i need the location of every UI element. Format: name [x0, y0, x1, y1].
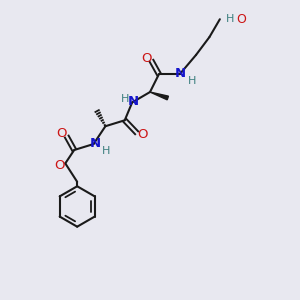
- Text: O: O: [141, 52, 152, 65]
- Text: O: O: [56, 127, 67, 140]
- Text: N: N: [89, 137, 100, 150]
- Text: N: N: [175, 67, 186, 80]
- Text: N: N: [128, 95, 139, 108]
- Polygon shape: [150, 92, 168, 100]
- Text: H: H: [121, 94, 129, 104]
- Text: H: H: [102, 146, 110, 156]
- Text: O: O: [55, 159, 65, 172]
- Text: H: H: [226, 14, 234, 24]
- Text: O: O: [236, 13, 246, 26]
- Text: O: O: [137, 128, 148, 141]
- Text: H: H: [188, 76, 196, 86]
